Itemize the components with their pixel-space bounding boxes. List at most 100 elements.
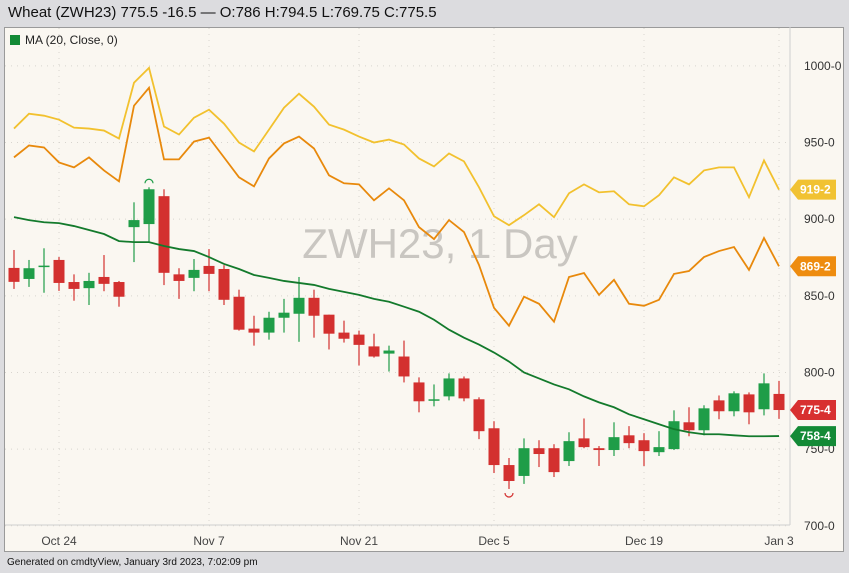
candle-body — [203, 265, 215, 274]
candle — [488, 421, 500, 474]
candle-body — [458, 378, 470, 399]
candle-body — [653, 447, 665, 453]
candle — [668, 410, 680, 451]
x-tick-label: Oct 24 — [41, 534, 77, 548]
candle — [548, 444, 560, 478]
candle — [278, 298, 290, 333]
candle-body — [683, 422, 695, 431]
candle — [398, 340, 410, 383]
low-marker — [504, 492, 514, 498]
chart-title: Wheat (ZWH23) 775.5 -16.5 — O:786 H:794.… — [8, 4, 437, 21]
candle — [653, 431, 665, 457]
y-tick-label: 700-0 — [804, 519, 835, 533]
candle — [308, 289, 320, 338]
candle — [743, 392, 755, 425]
candle-body — [218, 268, 230, 300]
candle-body — [623, 435, 635, 444]
candle-body — [293, 297, 305, 314]
candle-body — [578, 438, 590, 448]
last-price-tag: 775-4 — [800, 403, 831, 417]
y-tick-label: 1000-0 — [804, 59, 842, 73]
candle — [128, 202, 140, 263]
candle — [503, 458, 515, 489]
candle — [38, 248, 50, 293]
candle-body — [413, 382, 425, 402]
candle-body — [368, 346, 380, 357]
candle-body — [323, 314, 335, 334]
candle — [338, 320, 350, 343]
chart-frame[interactable] — [4, 27, 844, 552]
middle-price-tag: 869-2 — [800, 259, 831, 273]
candle-body — [713, 400, 725, 412]
candle — [563, 432, 575, 466]
x-tick-label: Jan 3 — [764, 534, 794, 548]
upper-price-tag-bg — [790, 179, 836, 200]
y-tick-label: 900-0 — [804, 212, 835, 226]
candle-body — [668, 421, 680, 450]
candle — [428, 384, 440, 407]
candle-body — [68, 282, 80, 289]
candle-body — [698, 408, 710, 431]
candle-body — [473, 399, 485, 432]
x-tick-label: Dec 5 — [478, 534, 510, 548]
candle-body — [593, 448, 605, 451]
candle — [533, 440, 545, 468]
candle-body — [248, 328, 260, 333]
candle — [473, 397, 485, 440]
candle — [728, 391, 740, 417]
candle — [458, 376, 470, 402]
middle-price-tag-bg — [790, 256, 836, 277]
candle-body — [128, 220, 140, 228]
candle-body — [488, 428, 500, 466]
candle-body — [143, 189, 155, 225]
candle — [98, 255, 110, 292]
candle-body — [398, 356, 410, 377]
candle-body — [383, 350, 395, 354]
candle — [758, 373, 770, 416]
legend-swatch — [10, 35, 20, 45]
y-tick-label: 850-0 — [804, 289, 835, 303]
candle-body — [53, 259, 65, 283]
candle-body — [743, 394, 755, 413]
candle — [443, 373, 455, 401]
ma-line — [13, 216, 780, 438]
candle-body — [518, 448, 530, 476]
candle — [593, 446, 605, 466]
candle-body — [83, 280, 95, 289]
y-tick-label: 950-0 — [804, 136, 835, 150]
candle — [218, 265, 230, 306]
candle — [518, 438, 530, 484]
candle — [608, 422, 620, 457]
x-tick-label: Nov 21 — [340, 534, 378, 548]
candle — [578, 418, 590, 449]
candle — [188, 259, 200, 292]
candle-body — [758, 383, 770, 410]
candle — [8, 249, 20, 289]
candle-body — [113, 282, 125, 297]
candle — [383, 345, 395, 372]
candle — [143, 187, 155, 243]
candle-body — [503, 465, 515, 482]
y-tick-label: 800-0 — [804, 365, 835, 379]
candle — [158, 189, 170, 286]
candle — [293, 276, 305, 342]
candle-body — [548, 448, 560, 473]
candle-body — [353, 334, 365, 345]
candle-body — [188, 269, 200, 278]
candle-body — [308, 297, 320, 316]
upper-line — [13, 66, 780, 227]
candle — [413, 377, 425, 413]
candle-body — [443, 378, 455, 397]
candle — [368, 333, 380, 358]
last-price-tag-bg — [790, 400, 836, 421]
candle-body — [533, 448, 545, 455]
candle-body — [263, 317, 275, 333]
candle — [623, 426, 635, 449]
ma-price-tag-bg — [790, 426, 836, 447]
candle — [773, 380, 785, 419]
candle — [698, 405, 710, 436]
legend[interactable]: MA (20, Close, 0) — [10, 33, 118, 47]
candle-body — [728, 393, 740, 412]
middle-line — [13, 85, 780, 328]
